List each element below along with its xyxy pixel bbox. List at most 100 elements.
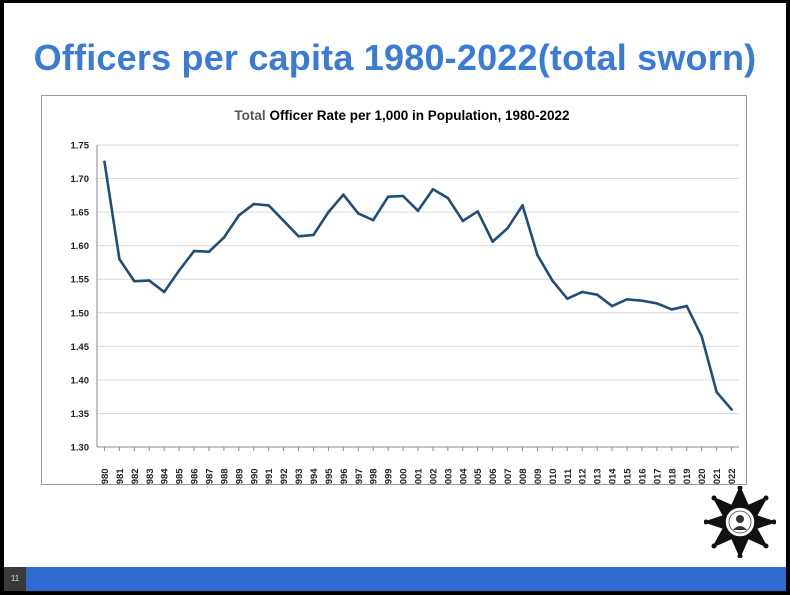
data-point	[252, 202, 256, 206]
x-tick-label: 2022	[727, 468, 738, 484]
x-tick-label: 1986	[190, 468, 201, 484]
x-tick-label: 1994	[309, 468, 320, 484]
x-tick-label: 1991	[264, 468, 275, 484]
x-tick-label: 2003	[443, 468, 454, 484]
x-tick-label: 2009	[533, 468, 544, 484]
y-tick-label: 1.75	[71, 141, 90, 152]
x-tick-label: 2015	[623, 468, 634, 484]
bottom-bar	[4, 567, 786, 591]
data-point	[431, 187, 435, 191]
data-point	[297, 234, 300, 238]
data-point	[595, 293, 599, 296]
x-tick-label: 2008	[518, 468, 529, 484]
data-point	[312, 233, 315, 237]
series-line	[103, 160, 733, 411]
data-point	[147, 279, 151, 282]
x-tick-label: 2000	[399, 468, 410, 484]
x-tick-label: 1983	[145, 468, 156, 484]
data-point	[192, 249, 196, 253]
data-point	[521, 204, 524, 207]
sheriff-star-seal-icon	[703, 485, 777, 559]
x-tick-label: 1981	[115, 468, 126, 484]
slide-title: Officers per capita 1980-2022(total swor…	[33, 37, 757, 78]
x-tick-label: 1982	[130, 468, 141, 484]
chart-title-main: Officer Rate per 1,000 in Population, 19…	[269, 108, 569, 123]
line-chart: Total Officer Rate per 1,000 in Populati…	[71, 108, 739, 484]
y-tick-label: 1.60	[71, 241, 90, 252]
x-tick-label: 1990	[249, 468, 260, 484]
x-tick-label: 2019	[682, 468, 693, 484]
x-tick-label: 2020	[697, 468, 708, 484]
x-tick-label: 1998	[369, 468, 380, 484]
x-tick-label: 2004	[458, 468, 469, 484]
x-tick-label: 1999	[384, 468, 395, 484]
page-number: 11	[4, 567, 26, 591]
data-point	[327, 210, 330, 214]
y-tick-label: 1.40	[71, 375, 90, 386]
x-tick-label: 2014	[608, 468, 619, 484]
x-axis-tick-labels: 1980 1981 1982 1983 1984 1985 1986 1987 1988 1989…	[100, 447, 738, 484]
x-tick-label: 2013	[593, 468, 604, 484]
data-point	[580, 290, 584, 294]
x-tick-label: 2002	[428, 468, 439, 484]
data-point	[133, 279, 136, 283]
data-point	[730, 408, 733, 411]
y-tick-label: 1.45	[71, 342, 90, 353]
y-axis-tick-labels: 1.75 1.70 1.65 1.60 1.55 1.50 1.45 1.40 1.35 1.30	[71, 141, 90, 454]
data-point	[700, 334, 703, 338]
data-point	[356, 212, 360, 215]
x-tick-label: 2001	[414, 468, 425, 484]
data-point	[625, 298, 629, 301]
chart-title: Total Officer Rate per 1,000 in Populati…	[234, 108, 569, 123]
data-point	[416, 209, 420, 213]
series-layer	[103, 160, 733, 411]
x-tick-label: 2010	[548, 468, 559, 484]
x-tick-label: 2021	[712, 468, 723, 484]
data-point	[237, 214, 241, 217]
y-tick-label: 1.30	[71, 443, 90, 454]
data-point	[103, 160, 106, 164]
data-point	[491, 240, 494, 243]
chart-title-prefix: Total	[234, 108, 265, 123]
data-point	[267, 204, 270, 207]
x-tick-label: 2018	[667, 468, 678, 484]
data-point	[386, 195, 390, 198]
data-point	[461, 219, 465, 223]
data-point	[446, 196, 450, 200]
data-point	[282, 219, 285, 223]
y-tick-label: 1.35	[71, 409, 90, 420]
data-point	[610, 304, 614, 308]
data-point	[685, 304, 689, 308]
data-point	[536, 253, 539, 257]
x-tick-label: 1992	[279, 468, 290, 484]
data-point	[162, 290, 166, 294]
x-tick-label: 2017	[652, 468, 663, 484]
axes	[96, 145, 739, 448]
x-tick-label: 1996	[339, 468, 350, 484]
x-tick-label: 1997	[354, 468, 365, 484]
x-tick-label: 1984	[160, 468, 171, 484]
x-tick-label: 1980	[100, 468, 111, 484]
data-point	[551, 279, 554, 282]
x-tick-label: 2007	[503, 468, 514, 484]
y-tick-label: 1.50	[71, 308, 90, 319]
data-point	[207, 250, 211, 254]
data-point	[401, 194, 405, 198]
data-point	[342, 193, 345, 196]
x-tick-label: 1995	[324, 468, 335, 484]
data-point	[655, 302, 659, 305]
data-point	[715, 390, 718, 394]
chart-frame: Total Officer Rate per 1,000 in Populati…	[41, 95, 747, 485]
x-tick-label: 1993	[294, 468, 305, 484]
x-tick-label: 1987	[204, 468, 215, 484]
y-tick-label: 1.70	[71, 174, 90, 185]
x-tick-label: 2005	[473, 468, 484, 484]
x-tick-label: 2011	[563, 468, 574, 484]
y-tick-label: 1.65	[71, 208, 90, 219]
slide: Officers per capita 1980-2022(total swor…	[4, 3, 786, 591]
data-point	[476, 210, 480, 213]
data-point	[371, 218, 375, 222]
x-tick-label: 1989	[234, 468, 245, 484]
x-tick-label: 1985	[175, 468, 186, 484]
data-point	[222, 236, 226, 239]
